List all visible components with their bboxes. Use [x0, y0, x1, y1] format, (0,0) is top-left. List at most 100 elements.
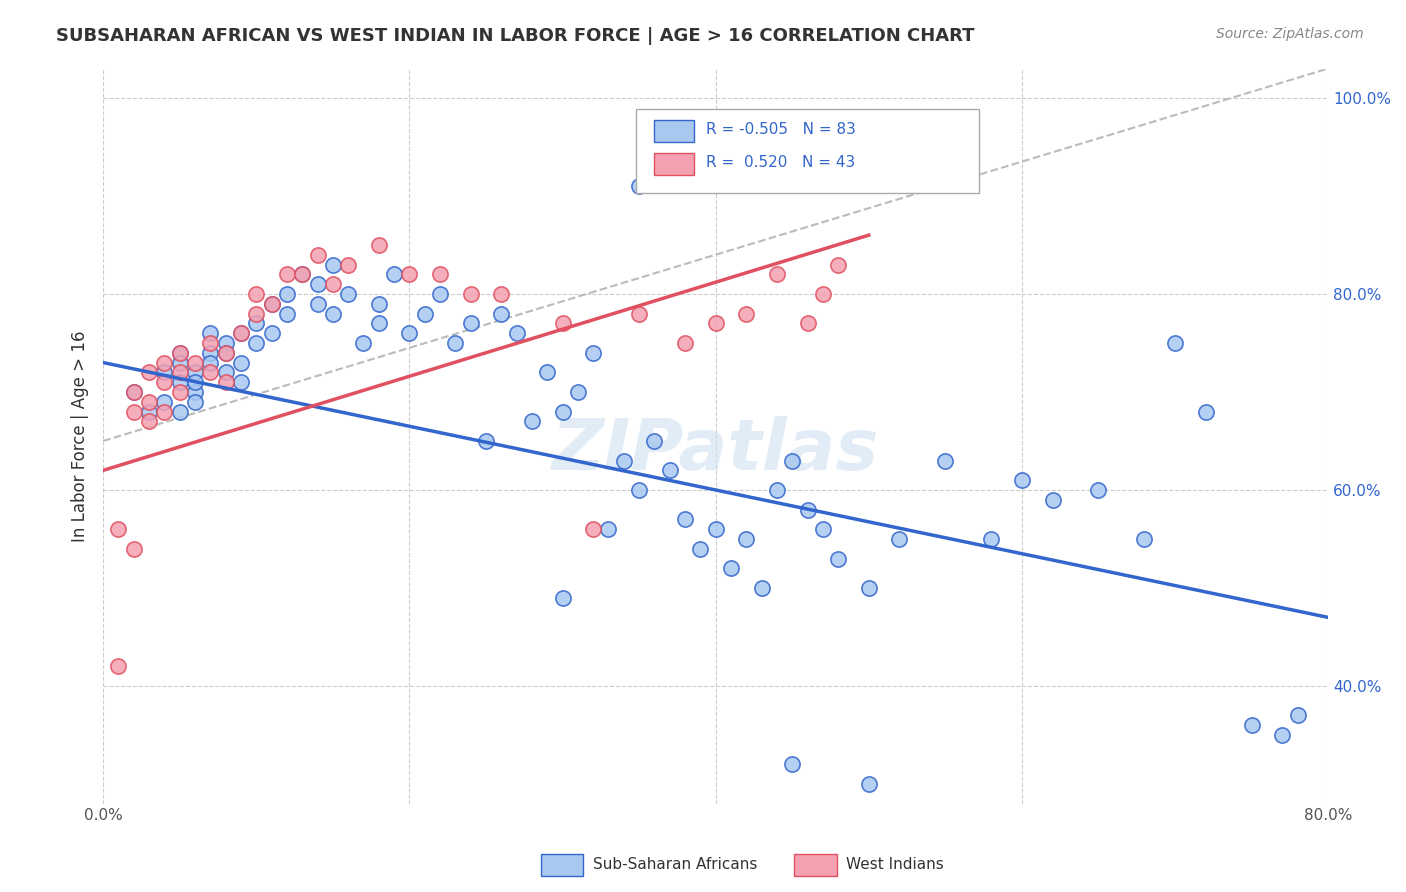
Point — [460, 317, 482, 331]
Point — [505, 326, 527, 340]
Point — [673, 335, 696, 350]
Point — [337, 287, 360, 301]
Text: R = -0.505   N = 83: R = -0.505 N = 83 — [706, 122, 856, 137]
Point — [628, 179, 651, 194]
Point — [1271, 728, 1294, 742]
Point — [582, 522, 605, 536]
Point — [858, 581, 880, 595]
Point — [153, 404, 176, 418]
Point — [582, 345, 605, 359]
Point — [827, 258, 849, 272]
FancyBboxPatch shape — [654, 120, 693, 142]
Point — [766, 483, 789, 497]
Point — [214, 365, 236, 379]
Point — [153, 365, 176, 379]
Point — [367, 317, 389, 331]
Point — [122, 404, 145, 418]
Point — [475, 434, 498, 448]
Point — [214, 345, 236, 359]
Point — [184, 394, 207, 409]
Point — [689, 541, 711, 556]
Point — [200, 345, 222, 359]
Point — [735, 532, 758, 546]
Point — [107, 522, 129, 536]
Text: R =  0.520   N = 43: R = 0.520 N = 43 — [706, 155, 855, 170]
FancyBboxPatch shape — [636, 109, 979, 194]
Point — [628, 307, 651, 321]
Text: ZIPatlas: ZIPatlas — [553, 417, 879, 485]
Point — [382, 268, 405, 282]
Point — [153, 355, 176, 369]
Point — [169, 345, 191, 359]
Point — [307, 297, 329, 311]
Point — [200, 355, 222, 369]
Point — [276, 268, 298, 282]
Point — [122, 384, 145, 399]
Point — [827, 551, 849, 566]
Point — [322, 277, 344, 292]
Text: SUBSAHARAN AFRICAN VS WEST INDIAN IN LABOR FORCE | AGE > 16 CORRELATION CHART: SUBSAHARAN AFRICAN VS WEST INDIAN IN LAB… — [56, 27, 974, 45]
Point — [322, 258, 344, 272]
Point — [491, 307, 513, 321]
Point — [398, 268, 420, 282]
Point — [858, 777, 880, 791]
Point — [811, 522, 834, 536]
Point — [229, 326, 252, 340]
Point — [122, 541, 145, 556]
Point — [704, 522, 727, 536]
Point — [229, 326, 252, 340]
Point — [520, 414, 543, 428]
Point — [780, 453, 803, 467]
Point — [276, 307, 298, 321]
Point — [200, 365, 222, 379]
Point — [307, 248, 329, 262]
Point — [214, 345, 236, 359]
Point — [245, 287, 267, 301]
Point — [352, 335, 374, 350]
Point — [751, 581, 773, 595]
Point — [643, 434, 665, 448]
Point — [122, 384, 145, 399]
Point — [291, 268, 314, 282]
Point — [169, 375, 191, 389]
Point — [551, 591, 574, 605]
Point — [260, 326, 283, 340]
Point — [276, 287, 298, 301]
Point — [720, 561, 742, 575]
Point — [1042, 492, 1064, 507]
Point — [138, 365, 160, 379]
Point — [337, 258, 360, 272]
Point — [613, 453, 636, 467]
Point — [429, 268, 451, 282]
Point — [245, 335, 267, 350]
Point — [444, 335, 467, 350]
Point — [658, 463, 681, 477]
Point — [398, 326, 420, 340]
Point — [169, 384, 191, 399]
Point — [1087, 483, 1109, 497]
Point — [367, 297, 389, 311]
Point — [260, 297, 283, 311]
Point — [229, 375, 252, 389]
Point — [214, 375, 236, 389]
Point — [260, 297, 283, 311]
Point — [322, 307, 344, 321]
Point — [214, 335, 236, 350]
Point — [138, 414, 160, 428]
Point — [628, 483, 651, 497]
Point — [169, 404, 191, 418]
Point — [980, 532, 1002, 546]
Point — [169, 345, 191, 359]
Point — [200, 335, 222, 350]
Point — [796, 502, 818, 516]
Point — [934, 453, 956, 467]
Point — [735, 307, 758, 321]
Point — [153, 394, 176, 409]
Point — [766, 268, 789, 282]
Point — [245, 317, 267, 331]
Point — [307, 277, 329, 292]
Point — [184, 384, 207, 399]
Point — [460, 287, 482, 301]
Point — [367, 238, 389, 252]
Point — [780, 757, 803, 772]
